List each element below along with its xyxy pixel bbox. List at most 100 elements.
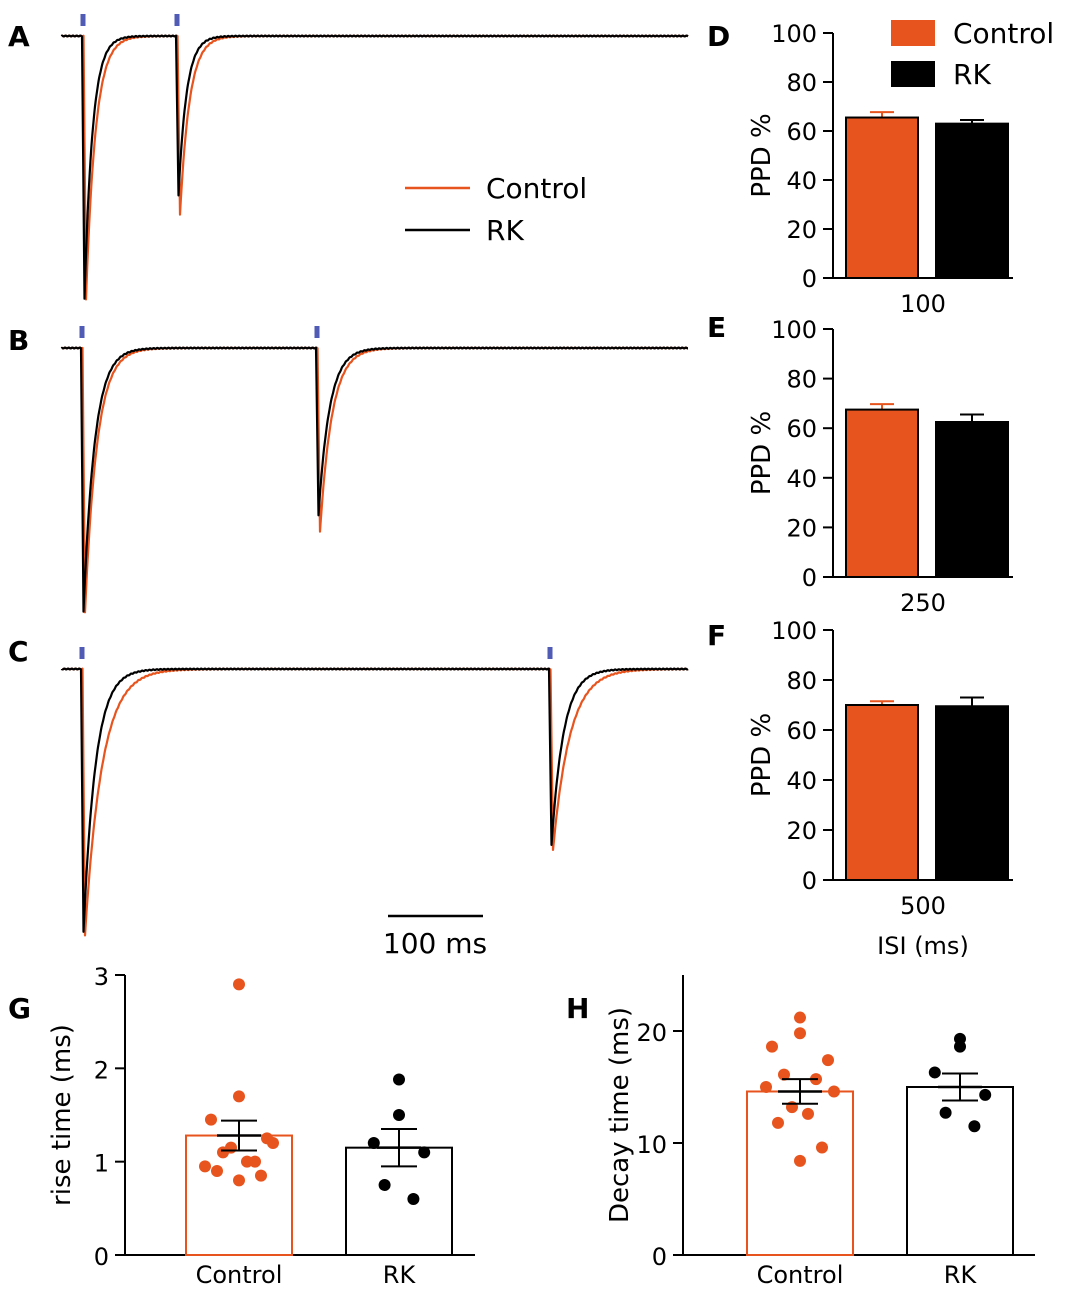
data-point-control — [241, 1155, 253, 1168]
data-point-control — [233, 978, 245, 991]
data-point-rk — [968, 1120, 981, 1133]
data-point-control — [802, 1107, 814, 1120]
y-tick-label: 100 — [771, 617, 817, 645]
stimulus-marker — [79, 647, 85, 659]
legend-bar-label-rk: RK — [953, 58, 991, 91]
y-tick-label: 20 — [786, 817, 817, 845]
bar-chart-f: 0 20 40 60 80 100 PPD % 500 ISI (ms) — [747, 617, 1013, 960]
panel-label-h: H — [566, 992, 589, 1025]
stimulus-marker — [79, 326, 85, 338]
y-tick-label: 0 — [802, 265, 817, 293]
data-point-control — [778, 1068, 790, 1081]
y-tick-label: 0 — [802, 564, 817, 592]
y-axis-label: PPD % — [747, 411, 777, 495]
data-point-rk — [928, 1066, 941, 1079]
y-tick-label: 10 — [636, 1131, 667, 1159]
x-category-label: RK — [383, 1261, 417, 1289]
bar-control — [845, 704, 919, 881]
stimulus-marker — [314, 326, 320, 338]
panel-label-f: F — [707, 619, 726, 652]
x-category-label: Control — [757, 1261, 844, 1289]
y-tick-label: 40 — [786, 167, 817, 195]
mean-bar-control — [185, 1134, 293, 1256]
y-tick-label: 0 — [802, 867, 817, 895]
y-tick-label: 80 — [786, 366, 817, 394]
legend-label-control: Control — [486, 172, 587, 205]
stimulus-marker — [174, 14, 180, 26]
data-point-control — [794, 1027, 806, 1040]
trace-rk-a — [60, 34, 689, 300]
data-point-rk — [378, 1179, 391, 1191]
legend-swatch-control — [891, 20, 935, 46]
y-axis-label: Decay time (ms) — [605, 1007, 635, 1223]
data-point-control — [205, 1113, 217, 1126]
y-tick-label: 80 — [786, 667, 817, 695]
trace-rk-b — [60, 346, 689, 613]
bar-control — [845, 408, 919, 578]
y-axis-label: PPD % — [747, 113, 777, 197]
bar-control — [845, 116, 919, 280]
y-tick-label: 80 — [786, 69, 817, 97]
trace-panel-a — [60, 14, 689, 301]
data-point-rk — [979, 1088, 992, 1101]
y-tick-label: 100 — [771, 316, 817, 344]
y-tick-label: 60 — [786, 415, 817, 443]
bar-rk — [935, 122, 1009, 280]
data-point-rk — [367, 1137, 380, 1149]
y-axis-label: PPD % — [747, 713, 777, 797]
mean-bar-rk — [906, 1086, 1014, 1256]
x-category-label: Control — [196, 1261, 283, 1289]
trace-panel-b — [60, 326, 689, 614]
data-point-control — [225, 1141, 237, 1154]
data-point-control — [794, 1154, 806, 1167]
panel-label-c: C — [8, 635, 29, 668]
y-tick-label: 0 — [94, 1243, 109, 1271]
data-point-control — [199, 1160, 211, 1173]
panel-label-a: A — [8, 20, 30, 53]
stimulus-marker — [547, 647, 553, 659]
panel-label-e: E — [707, 311, 726, 344]
bar-rk — [935, 705, 1009, 881]
panel-label-d: D — [707, 20, 730, 53]
legend-bar-label-control: Control — [953, 17, 1054, 50]
trace-control-a — [60, 34, 689, 301]
trace-control-c — [60, 667, 689, 937]
data-point-control — [267, 1137, 279, 1149]
x-axis-label: ISI (ms) — [877, 932, 969, 960]
bar-chart-d: 0 20 40 60 80 100 PPD % 100 — [747, 20, 1013, 318]
data-point-control — [772, 1116, 784, 1129]
y-tick-label: 100 — [771, 20, 817, 48]
x-category-label: 250 — [900, 589, 946, 617]
y-tick-label: 20 — [636, 1019, 667, 1047]
y-axis-label: rise time (ms) — [47, 1024, 77, 1206]
y-tick-label: 3 — [94, 963, 109, 991]
trace-rk-c — [60, 667, 689, 933]
data-point-rk — [393, 1109, 405, 1121]
y-tick-label: 60 — [786, 717, 817, 745]
data-point-rk — [418, 1146, 431, 1159]
y-tick-label: 60 — [786, 118, 817, 146]
panel-label-g: G — [8, 992, 31, 1025]
data-point-control — [766, 1040, 778, 1053]
trace-panel-c — [60, 647, 689, 937]
data-point-rk — [393, 1073, 405, 1086]
data-point-control — [794, 1011, 806, 1024]
bar-legend: Control RK — [891, 17, 1054, 91]
mean-bar-control — [746, 1090, 854, 1256]
bar-chart-e: 0 20 40 60 80 100 PPD % 250 — [747, 316, 1013, 617]
legend-label-rk: RK — [486, 214, 524, 247]
data-point-control — [233, 1174, 245, 1187]
y-tick-label: 40 — [786, 767, 817, 795]
panel-label-b: B — [8, 324, 29, 357]
data-point-control — [211, 1165, 223, 1177]
y-tick-label: 1 — [94, 1150, 109, 1178]
x-category-label: 500 — [900, 892, 946, 920]
data-point-rk — [954, 1040, 966, 1053]
data-point-control — [760, 1081, 772, 1093]
dot-chart-g: 0 1 2 3 rise time (ms) Control RK — [47, 963, 475, 1289]
data-point-control — [816, 1141, 828, 1154]
data-point-rk — [407, 1193, 420, 1205]
data-point-control — [828, 1085, 840, 1098]
